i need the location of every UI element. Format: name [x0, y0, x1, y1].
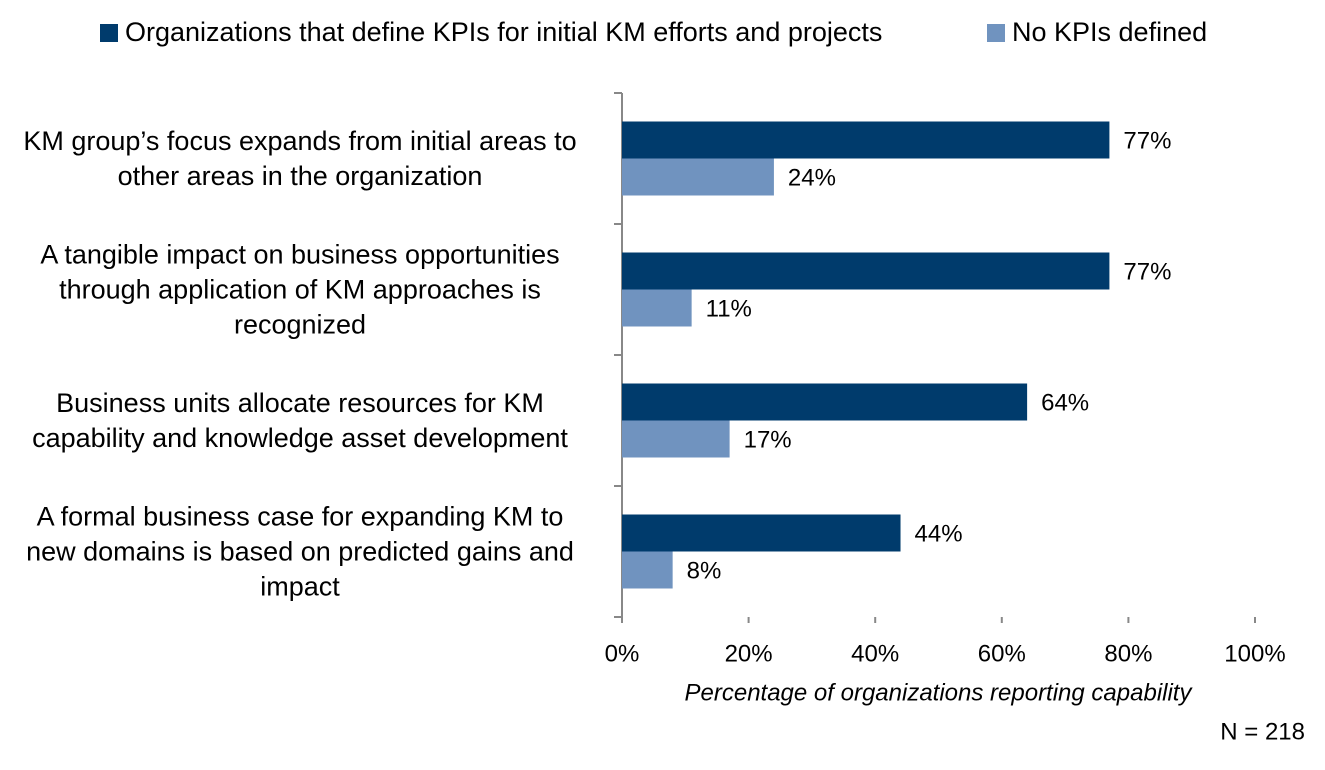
- bar: [622, 121, 1110, 159]
- value-label: 64%: [1041, 389, 1089, 416]
- value-label: 77%: [1123, 127, 1171, 154]
- x-tick-label: 40%: [851, 640, 899, 667]
- x-tick-label: 100%: [1224, 640, 1285, 667]
- category-label: KM group’s focus expands from initial ar…: [23, 125, 577, 191]
- annotation: N = 218: [1220, 718, 1305, 745]
- category-label: Business units allocate resources for KM…: [32, 387, 568, 453]
- x-tick-label: 20%: [725, 640, 773, 667]
- x-tick-label: 0%: [605, 640, 640, 667]
- value-label: 8%: [687, 557, 722, 584]
- legend-label: Organizations that define KPIs for initi…: [125, 17, 882, 47]
- x-axis-label: Percentage of organizations reporting ca…: [685, 679, 1194, 706]
- bar: [622, 514, 901, 552]
- value-label: 77%: [1123, 258, 1171, 285]
- bar: [622, 420, 730, 458]
- bar: [622, 383, 1028, 421]
- value-label: 44%: [915, 520, 963, 547]
- bar: [622, 252, 1110, 290]
- x-tick-label: 60%: [978, 640, 1026, 667]
- x-tick-label: 80%: [1104, 640, 1152, 667]
- legend-swatch: [987, 24, 1005, 42]
- value-label: 11%: [706, 295, 752, 322]
- legend-swatch: [100, 24, 118, 42]
- value-label: 17%: [744, 426, 792, 453]
- bar: [622, 158, 774, 196]
- value-label: 24%: [788, 164, 836, 191]
- category-label: A tangible impact on business opportunit…: [40, 239, 560, 339]
- bar: [622, 289, 692, 327]
- category-label: A formal business case for expanding KM …: [26, 501, 574, 601]
- bar: [622, 551, 673, 589]
- legend-label: No KPIs defined: [1012, 17, 1207, 47]
